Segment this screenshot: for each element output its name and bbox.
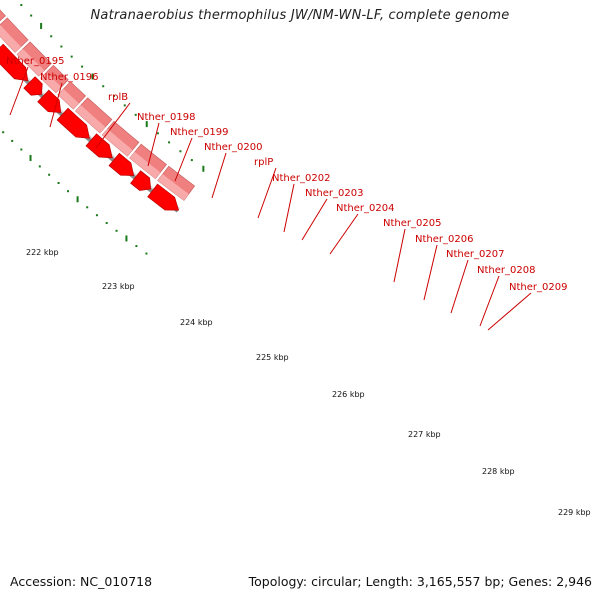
gc-content-dots bbox=[2, 4, 205, 255]
label-leader bbox=[257, 167, 277, 219]
label-leader bbox=[95, 102, 131, 149]
gene-label: Nther_0200 bbox=[204, 142, 262, 153]
gene-label: rplP bbox=[254, 157, 273, 168]
gene-band-highlight bbox=[57, 88, 79, 110]
label-leader bbox=[211, 152, 227, 199]
gc-dot bbox=[81, 65, 84, 68]
gc-dot bbox=[60, 45, 63, 48]
cds-arrow bbox=[23, 76, 43, 96]
genome-summary: Topology: circular; Length: 3,165,557 bp… bbox=[248, 574, 592, 589]
gene-band-segment bbox=[0, 9, 6, 22]
label-leader bbox=[301, 198, 328, 241]
label-leader bbox=[479, 275, 500, 327]
scale-dot bbox=[29, 154, 32, 161]
gc-dot bbox=[156, 132, 159, 135]
scale-labels: 222 kbp 223 kbp 224 kbp 225 kbp 226 kbp 227 k… bbox=[26, 248, 591, 517]
scale-dot bbox=[86, 206, 89, 209]
scale-dot bbox=[11, 139, 14, 142]
label-leader bbox=[487, 292, 532, 331]
cds-arrow bbox=[56, 107, 90, 139]
label-leader bbox=[9, 66, 29, 116]
gene-band-highlight bbox=[17, 48, 45, 77]
scale-dot bbox=[2, 131, 5, 134]
scale-dot bbox=[125, 235, 128, 242]
gene-band-highlight bbox=[157, 174, 189, 201]
cds-arrow bbox=[130, 170, 152, 191]
scale-label: 229 kbp bbox=[558, 508, 591, 517]
scale-dot bbox=[95, 214, 98, 217]
gc-dot bbox=[70, 55, 73, 58]
gc-dot bbox=[40, 22, 43, 29]
scale-dot bbox=[135, 245, 138, 248]
scale-dot bbox=[115, 229, 118, 232]
gene-label: Nther_0204 bbox=[336, 203, 394, 214]
scale-label: 222 kbp bbox=[26, 248, 59, 257]
gene-label: Nther_0198 bbox=[137, 112, 195, 123]
gene-band-highlight bbox=[75, 105, 106, 134]
accession-info: Accession: NC_010718 bbox=[10, 574, 153, 589]
gene-label: Nther_0206 bbox=[415, 234, 473, 245]
label-leader bbox=[393, 228, 406, 283]
scale-dot bbox=[76, 196, 79, 203]
gc-dot bbox=[91, 73, 94, 80]
gene-band-highlight bbox=[40, 72, 62, 93]
cds-arrow bbox=[108, 152, 135, 176]
label-leader bbox=[329, 213, 359, 255]
gene-label: Nther_0209 bbox=[509, 282, 567, 293]
label-leader bbox=[283, 183, 295, 233]
gc-dot bbox=[30, 14, 33, 17]
scale-dot bbox=[57, 182, 60, 185]
gene-band-highlight bbox=[0, 24, 21, 53]
label-leader bbox=[49, 82, 63, 128]
gc-dot bbox=[145, 121, 148, 128]
gene-label: rplB bbox=[108, 92, 128, 103]
cds-arrow bbox=[0, 43, 29, 82]
gene-label: Nther_0208 bbox=[477, 265, 535, 276]
scale-dot bbox=[105, 222, 108, 225]
gc-dot bbox=[190, 159, 193, 162]
gene-label: Nther_0205 bbox=[383, 218, 441, 229]
scale-label: 223 kbp bbox=[102, 282, 135, 291]
gene-label: Nther_0196 bbox=[40, 72, 98, 83]
gene-label: Nther_0202 bbox=[272, 173, 330, 184]
gc-dot bbox=[50, 35, 53, 38]
gc-dot bbox=[202, 165, 205, 172]
scale-dot bbox=[67, 190, 70, 193]
gene-label: Nther_0207 bbox=[446, 249, 504, 260]
gene-labels: Nther_0195 Nther_0196 rplB Nther_0198 Nther_… bbox=[6, 56, 567, 293]
scale-label: 228 kbp bbox=[482, 467, 515, 476]
gc-dot bbox=[20, 4, 23, 7]
scale-dot bbox=[20, 148, 23, 151]
gc-dot bbox=[102, 85, 105, 88]
scale-label: 227 kbp bbox=[408, 430, 441, 439]
map-title: Natranaerobius thermophilus JW/NM-WN-LF,… bbox=[90, 8, 510, 23]
label-leader bbox=[147, 122, 160, 167]
label-leader bbox=[423, 244, 438, 301]
gene-label: Nther_0203 bbox=[305, 188, 363, 199]
gc-dot bbox=[168, 141, 171, 144]
scale-label: 224 kbp bbox=[180, 318, 213, 327]
label-leader bbox=[174, 137, 193, 182]
gene-label-leaders bbox=[9, 66, 532, 331]
scale-dot bbox=[48, 173, 51, 176]
label-leader bbox=[450, 259, 469, 314]
gc-dot bbox=[179, 150, 182, 153]
scale-label: 226 kbp bbox=[332, 390, 365, 399]
gene-band-highlight bbox=[102, 128, 133, 157]
gene-label: Nther_0195 bbox=[6, 56, 64, 67]
gc-dot bbox=[123, 104, 126, 107]
gc-dot bbox=[112, 94, 115, 97]
scale-dot bbox=[145, 252, 148, 255]
cds-arrow bbox=[147, 183, 180, 211]
scale-dot bbox=[38, 165, 41, 168]
gene-band-track bbox=[0, 9, 196, 201]
scale-label: 225 kbp bbox=[256, 353, 289, 362]
gene-label: Nther_0199 bbox=[170, 127, 228, 138]
gene-band-highlight bbox=[129, 151, 161, 179]
gc-dot bbox=[134, 113, 137, 116]
cds-arrow bbox=[85, 133, 113, 159]
